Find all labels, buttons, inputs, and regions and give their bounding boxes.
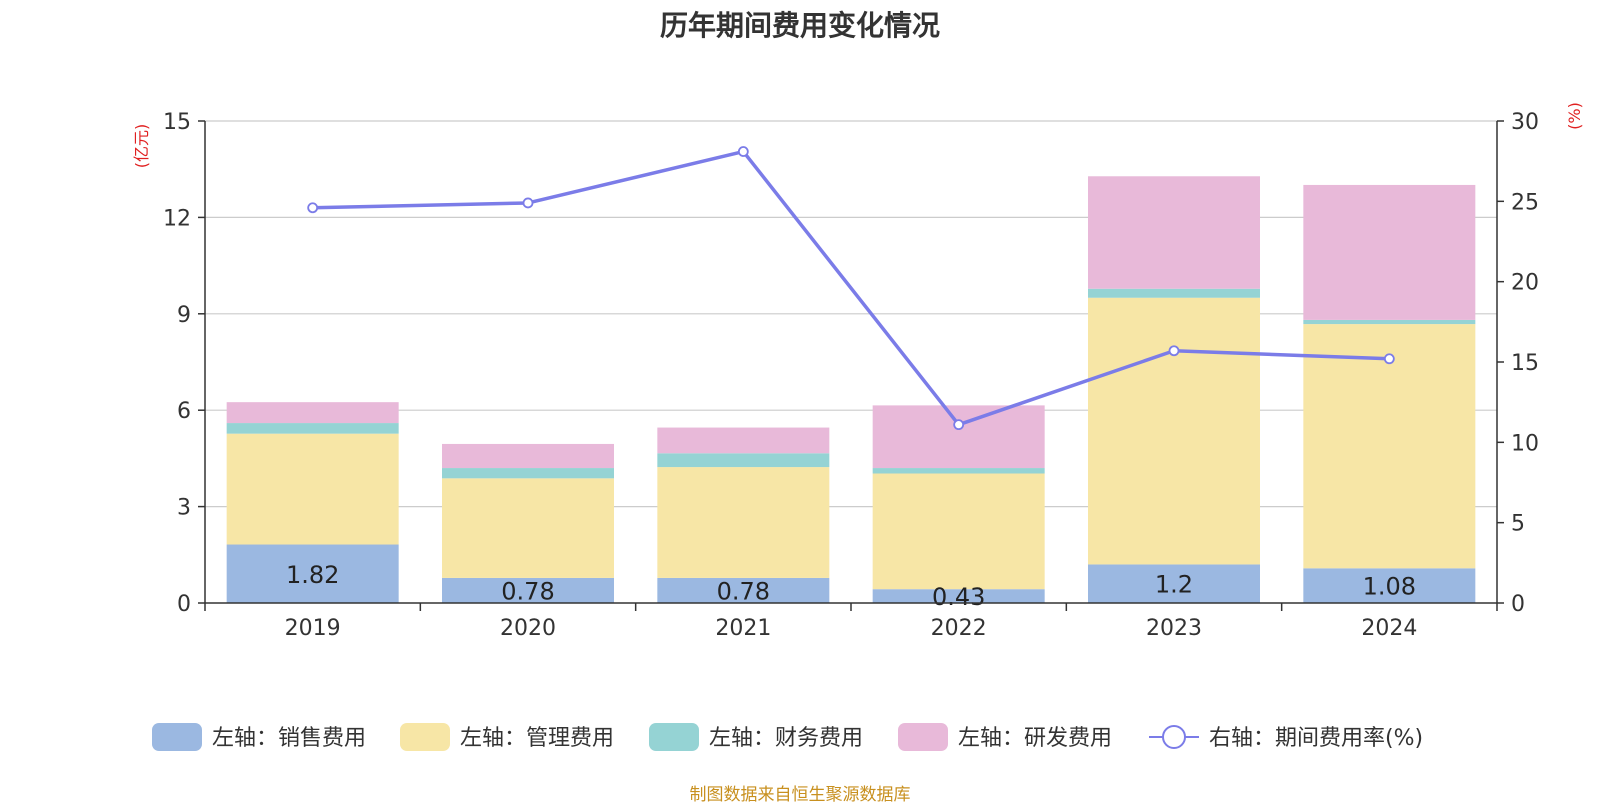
legend-swatch-admin bbox=[400, 723, 450, 751]
right-tick-label: 15 bbox=[1511, 351, 1539, 376]
legend-item-admin: 左轴：管理费用 bbox=[400, 723, 614, 751]
left-tick-label: 9 bbox=[177, 303, 191, 328]
legend-item-finance: 左轴：财务费用 bbox=[649, 723, 863, 751]
label-layer: 1.82 0.78 0.78 0.43 1.2 1.08 bbox=[286, 561, 1416, 611]
bar-sales-2021 bbox=[657, 577, 830, 603]
legend-label-line: 右轴：期间费用率(%) bbox=[1209, 726, 1423, 751]
left-axis-unit: (亿元) bbox=[132, 124, 151, 169]
right-tick-label: 30 bbox=[1511, 110, 1539, 135]
bar-admin-2019 bbox=[226, 433, 399, 545]
line-point-2020 bbox=[522, 197, 534, 209]
bar-admin-2021 bbox=[657, 467, 830, 578]
legend-label-sales: 左轴：销售费用 bbox=[212, 726, 366, 751]
bar-sales-2022 bbox=[872, 589, 1045, 603]
right-tick-label: 20 bbox=[1511, 271, 1539, 296]
legend-swatch-finance bbox=[649, 723, 699, 751]
bar-admin-2023 bbox=[1088, 297, 1260, 565]
data-label-sales-2022: 0.43 bbox=[932, 583, 985, 611]
x-tick-label-2021: 2021 bbox=[715, 616, 771, 641]
line-point-2024 bbox=[1383, 353, 1395, 365]
bar-finance-2023 bbox=[1088, 288, 1260, 298]
x-tick-label-2024: 2024 bbox=[1361, 616, 1417, 641]
x-tick-label-2019: 2019 bbox=[285, 616, 341, 641]
line-point-2019 bbox=[307, 202, 319, 214]
left-tick-label: 0 bbox=[177, 592, 191, 617]
right-tick-label: 5 bbox=[1511, 512, 1525, 537]
legend-label-admin: 左轴：管理费用 bbox=[460, 726, 614, 751]
chart-title: 历年期间费用变化情况 bbox=[659, 9, 940, 42]
bar-finance-2019 bbox=[226, 423, 399, 434]
legend-label-rd: 左轴：研发费用 bbox=[958, 726, 1112, 751]
x-tick-label-2023: 2023 bbox=[1146, 616, 1202, 641]
legend-swatch-marker bbox=[1162, 725, 1186, 749]
data-label-sales-2019: 1.82 bbox=[286, 561, 339, 589]
right-axis-unit: (%) bbox=[1565, 102, 1584, 130]
bar-finance-2020 bbox=[442, 468, 614, 479]
left-tick-label: 6 bbox=[177, 399, 191, 424]
source-note: 制图数据来自恒生聚源数据库 bbox=[689, 785, 911, 805]
legend-swatch-rd bbox=[898, 723, 948, 751]
line-series-rate bbox=[312, 149, 1390, 427]
bar-rd-2023 bbox=[1088, 176, 1260, 289]
line-layer bbox=[307, 146, 1395, 431]
bar-sales-2019 bbox=[226, 544, 399, 603]
right-tick-label: 0 bbox=[1511, 592, 1525, 617]
bar-sales-2023 bbox=[1088, 564, 1260, 603]
bar-layer bbox=[226, 176, 1476, 603]
data-label-sales-2021: 0.78 bbox=[717, 577, 770, 605]
bar-rd-2024 bbox=[1303, 184, 1476, 320]
line-point-2021 bbox=[737, 146, 749, 157]
bar-finance-2021 bbox=[657, 453, 830, 468]
bar-admin-2020 bbox=[442, 478, 614, 578]
data-label-sales-2020: 0.78 bbox=[501, 577, 554, 605]
legend-label-finance: 左轴：财务费用 bbox=[709, 726, 863, 751]
bar-sales-2020 bbox=[442, 577, 614, 603]
x-tick-label-2020: 2020 bbox=[500, 616, 556, 641]
right-tick-label: 10 bbox=[1511, 431, 1539, 456]
bar-sales-2024 bbox=[1303, 568, 1476, 603]
bar-rd-2021 bbox=[657, 427, 830, 454]
left-tick-label: 3 bbox=[177, 496, 191, 521]
bar-rd-2020 bbox=[442, 443, 614, 469]
bar-finance-2022 bbox=[872, 468, 1045, 474]
line-point-2023 bbox=[1168, 345, 1180, 357]
legend-layer: 左轴：销售费用 左轴：管理费用 左轴：财务费用 左轴：研发费用 右轴：期间费用率(%) bbox=[152, 723, 1423, 751]
bar-admin-2024 bbox=[1303, 324, 1476, 569]
bar-admin-2022 bbox=[872, 473, 1045, 590]
legend-item-line: 右轴：期间费用率(%) bbox=[1149, 725, 1423, 751]
data-label-sales-2023: 1.2 bbox=[1155, 571, 1193, 599]
bar-rd-2022 bbox=[872, 405, 1045, 469]
line-point-2022 bbox=[953, 419, 965, 431]
legend-item-rd: 左轴：研发费用 bbox=[898, 723, 1112, 751]
axis-layer: 0 3 6 9 12 15 0 5 10 15 20 25 30 2019 2020 2021 2022 2023… bbox=[132, 102, 1584, 641]
grid-layer bbox=[205, 120, 1497, 508]
bar-finance-2024 bbox=[1303, 319, 1476, 325]
legend-swatch-sales bbox=[152, 723, 202, 751]
bar-rd-2019 bbox=[226, 402, 399, 424]
legend-item-sales: 左轴：销售费用 bbox=[152, 723, 366, 751]
data-label-sales-2024: 1.08 bbox=[1363, 573, 1416, 601]
left-tick-label: 12 bbox=[163, 206, 191, 231]
x-tick-label-2022: 2022 bbox=[931, 616, 987, 641]
left-tick-label: 15 bbox=[163, 110, 191, 135]
right-tick-label: 25 bbox=[1511, 190, 1539, 215]
